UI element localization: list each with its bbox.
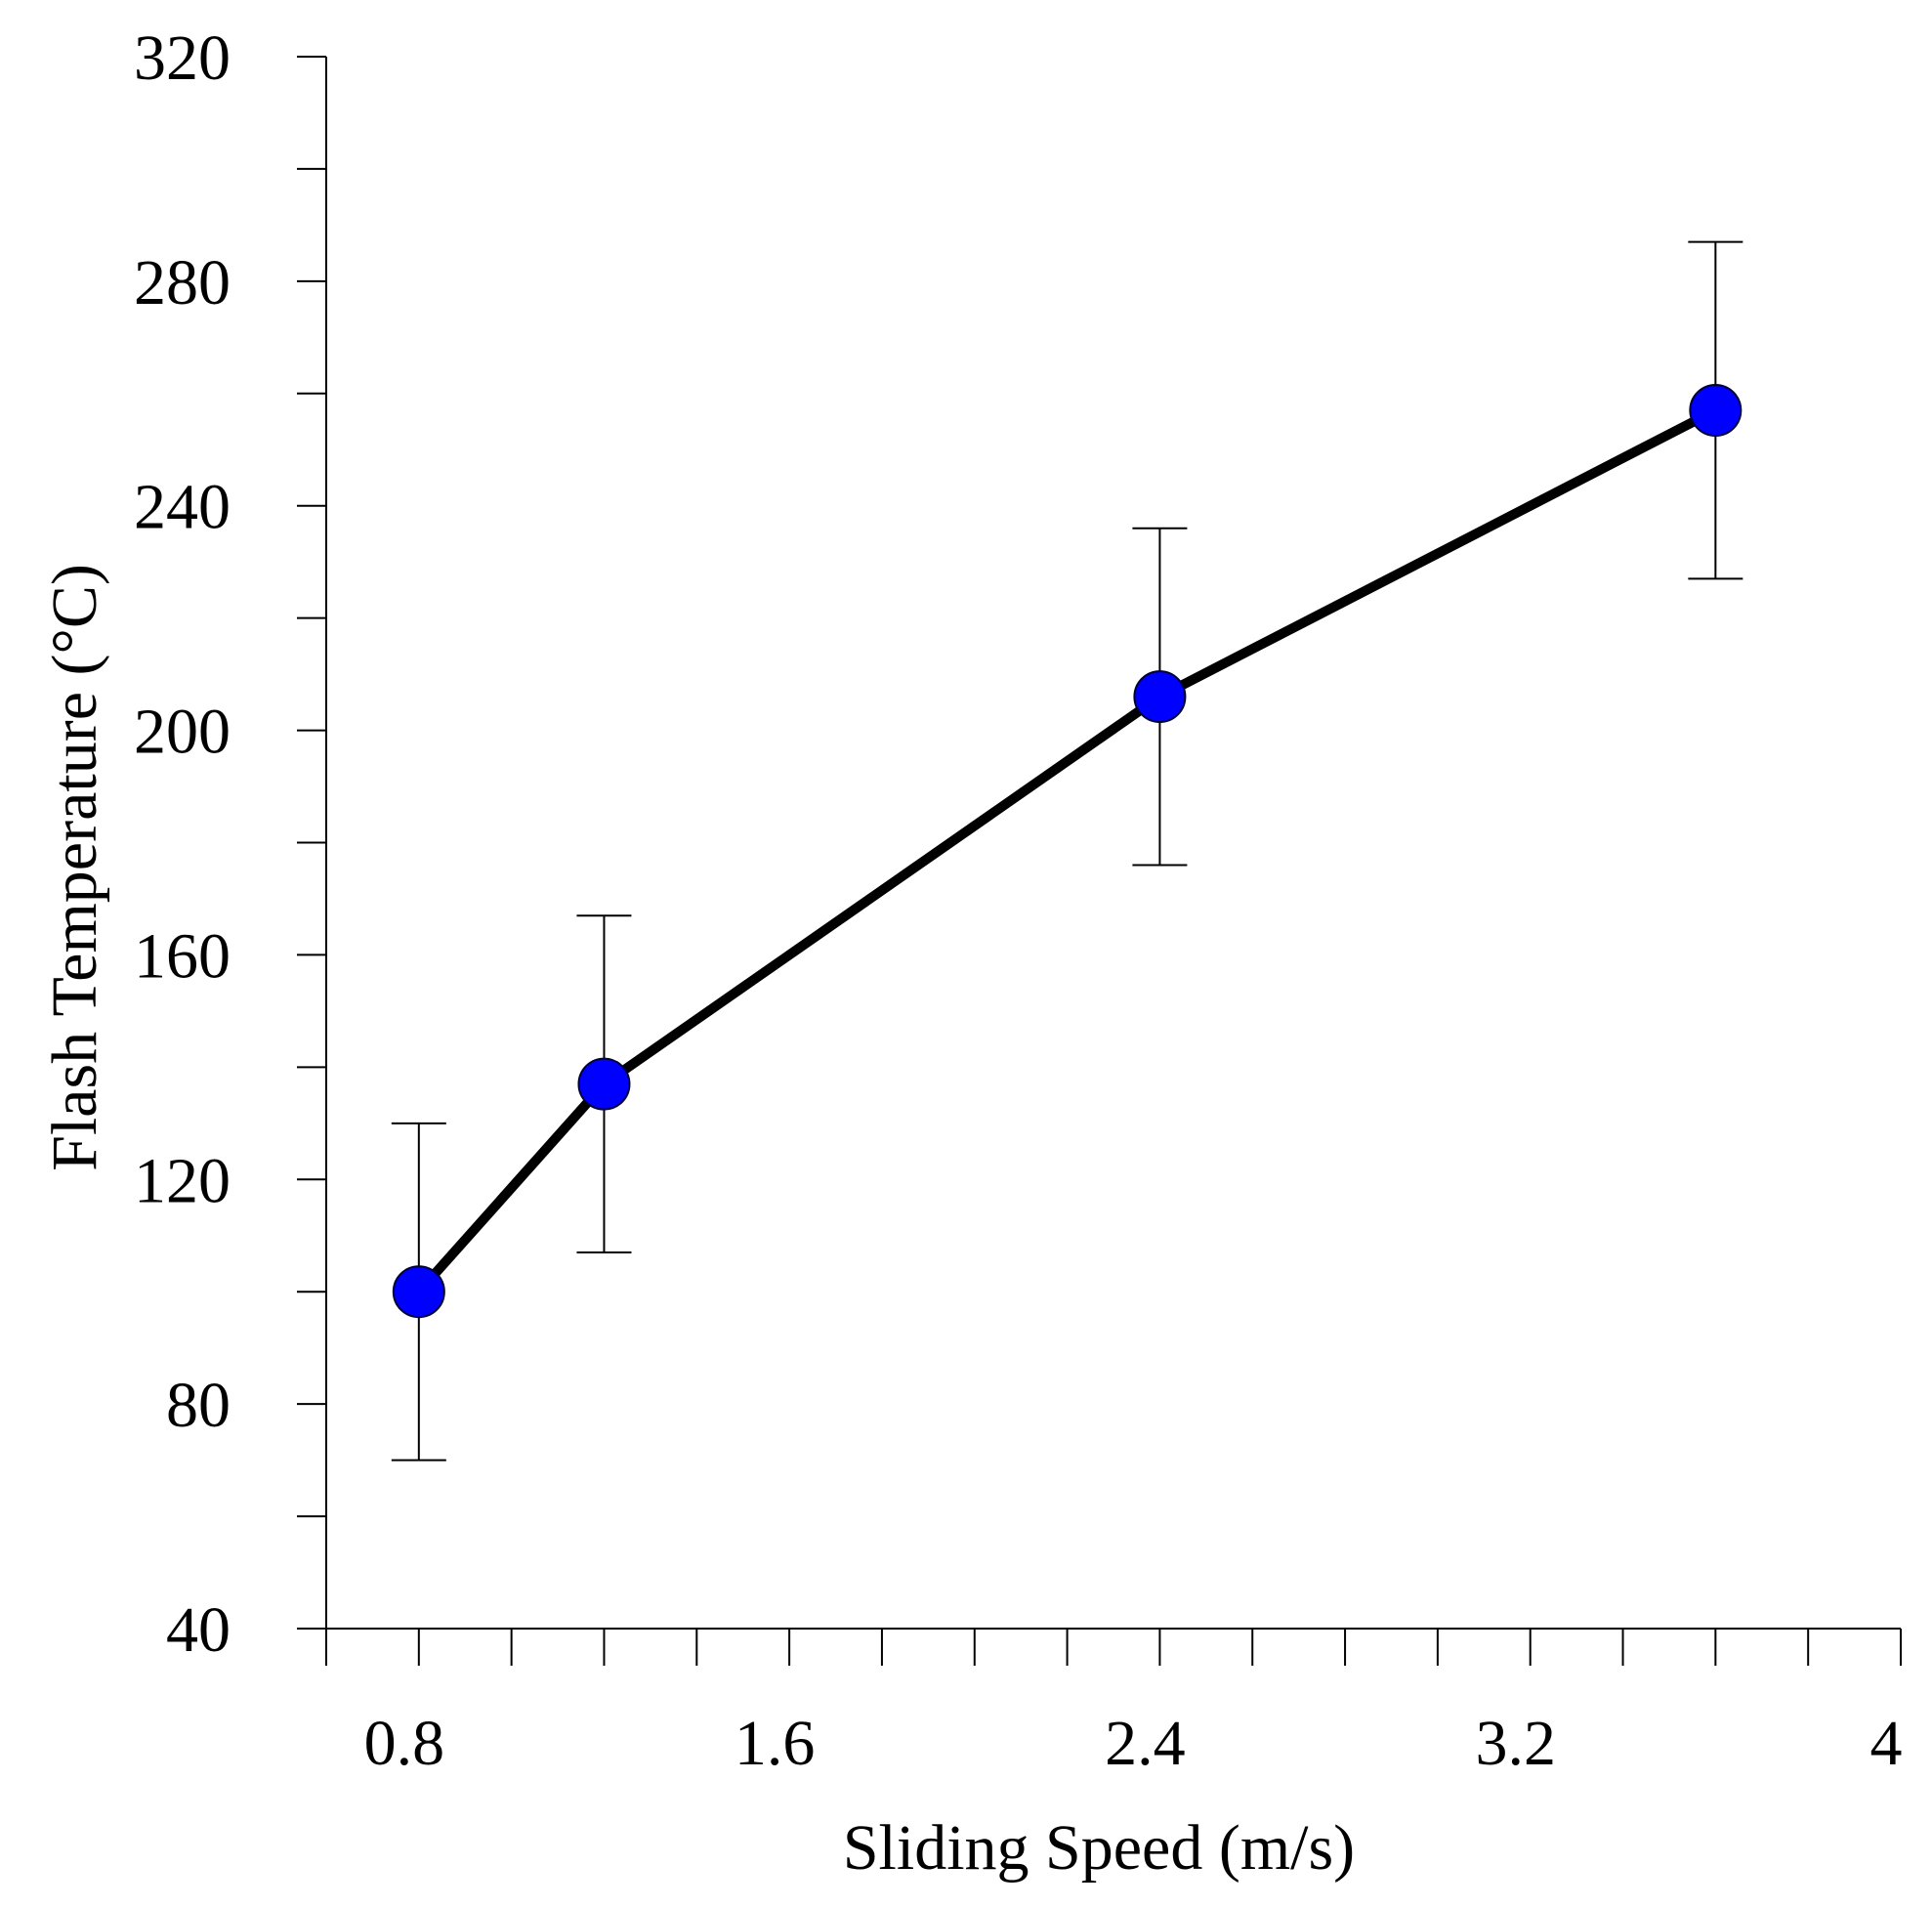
data-point — [392, 1265, 445, 1319]
y-axis-ticks: 40 80 120 160 200 240 280 320 — [134, 22, 326, 1666]
y-tick-label: 160 — [134, 920, 231, 992]
error-bars — [391, 240, 1743, 1462]
y-tick-label: 240 — [134, 472, 231, 543]
x-axis-ticks: 0.8 1.6 2.4 3.2 4 — [325, 1629, 1903, 1779]
data-markers — [392, 384, 1743, 1319]
y-tick-label: 320 — [134, 22, 231, 94]
series-line — [415, 405, 1718, 1295]
data-point — [1133, 670, 1187, 724]
x-tick-label: 0.8 — [364, 1708, 445, 1779]
data-point — [577, 1057, 631, 1111]
y-tick-label: 280 — [134, 247, 231, 318]
y-tick-label: 80 — [166, 1370, 231, 1441]
data-point — [1689, 384, 1743, 438]
x-tick-label: 2.4 — [1105, 1708, 1186, 1779]
y-tick-label: 40 — [166, 1594, 231, 1666]
x-tick-label: 3.2 — [1475, 1708, 1556, 1779]
x-tick-label: 1.6 — [735, 1708, 816, 1779]
x-axis-title: Sliding Speed (m/s) — [843, 1812, 1355, 1884]
y-axis-title: Flash Temperature (°C) — [39, 564, 110, 1171]
x-tick-label: 4 — [1870, 1708, 1903, 1779]
y-tick-label: 200 — [134, 697, 231, 768]
y-tick-label: 120 — [134, 1145, 231, 1216]
